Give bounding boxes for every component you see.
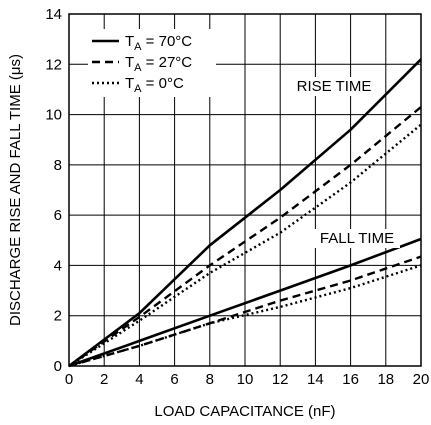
legend-label-subscript: A (134, 62, 142, 74)
y-tick-label: 0 (54, 358, 62, 375)
x-tick-label: 6 (170, 371, 178, 388)
rise-time-0c-line (68, 123, 422, 368)
y-tick-label: 8 (54, 157, 62, 174)
y-tick-label: 14 (45, 6, 62, 23)
x-axis-label: LOAD CAPACITANCE (nF) (154, 403, 335, 420)
y-tick-label: 6 (54, 207, 62, 224)
y-tick-label: 12 (45, 56, 62, 73)
y-tick-label: 4 (54, 257, 62, 274)
series-lines (68, 58, 422, 368)
rise-time-label: RISE TIME (297, 78, 372, 95)
x-tick-label: 8 (206, 371, 214, 388)
x-tick-label: 12 (272, 371, 289, 388)
legend-label-suffix: = 70°C (142, 33, 193, 50)
fall-time-70c-line (68, 237, 422, 368)
legend-label: TA = 0°C (125, 75, 184, 95)
legend-label-prefix: T (125, 33, 134, 50)
y-tick-label: 10 (45, 107, 62, 124)
legend-entries: TA = 70°CTA = 27°CTA = 0°C (92, 33, 192, 95)
x-tick-label: 0 (65, 371, 73, 388)
tick-labels: 0 2 4 6 8 10 12 14 16 18 20 0 2 4 6 8 10 12 14 (45, 6, 429, 388)
legend-label-prefix: T (125, 75, 134, 92)
legend-label-suffix: = 27°C (142, 54, 193, 71)
x-tick-label: 20 (413, 371, 430, 388)
x-tick-label: 10 (237, 371, 254, 388)
x-tick-label: 2 (100, 371, 108, 388)
x-tick-label: 14 (307, 371, 324, 388)
fall-time-0c-line (68, 264, 422, 368)
fall-time-27c-line (68, 255, 422, 368)
x-tick-label: 18 (377, 371, 394, 388)
legend-label: TA = 27°C (125, 54, 192, 74)
legend-label-prefix: T (125, 54, 134, 71)
legend-label-subscript: A (134, 83, 142, 95)
plot-frame (68, 13, 422, 367)
legend-label-subscript: A (134, 41, 142, 53)
x-tick-label: 16 (342, 371, 359, 388)
rise-time-70c-line (68, 58, 422, 368)
y-axis-label: DISCHARGE RISE AND FALL TIME (μs) (7, 54, 24, 326)
rise-time-label-background (290, 77, 378, 96)
rise-time-27c-line (68, 106, 422, 367)
y-tick-label: 2 (54, 308, 62, 325)
legend-label: TA = 70°C (125, 33, 192, 53)
x-tick-label: 4 (135, 371, 143, 388)
fall-time-label-background (314, 229, 400, 248)
fall-time-label: FALL TIME (320, 230, 394, 247)
legend: TA = 70°CTA = 27°CTA = 0°C (88, 29, 216, 97)
legend-label-suffix: = 0°C (142, 75, 184, 92)
